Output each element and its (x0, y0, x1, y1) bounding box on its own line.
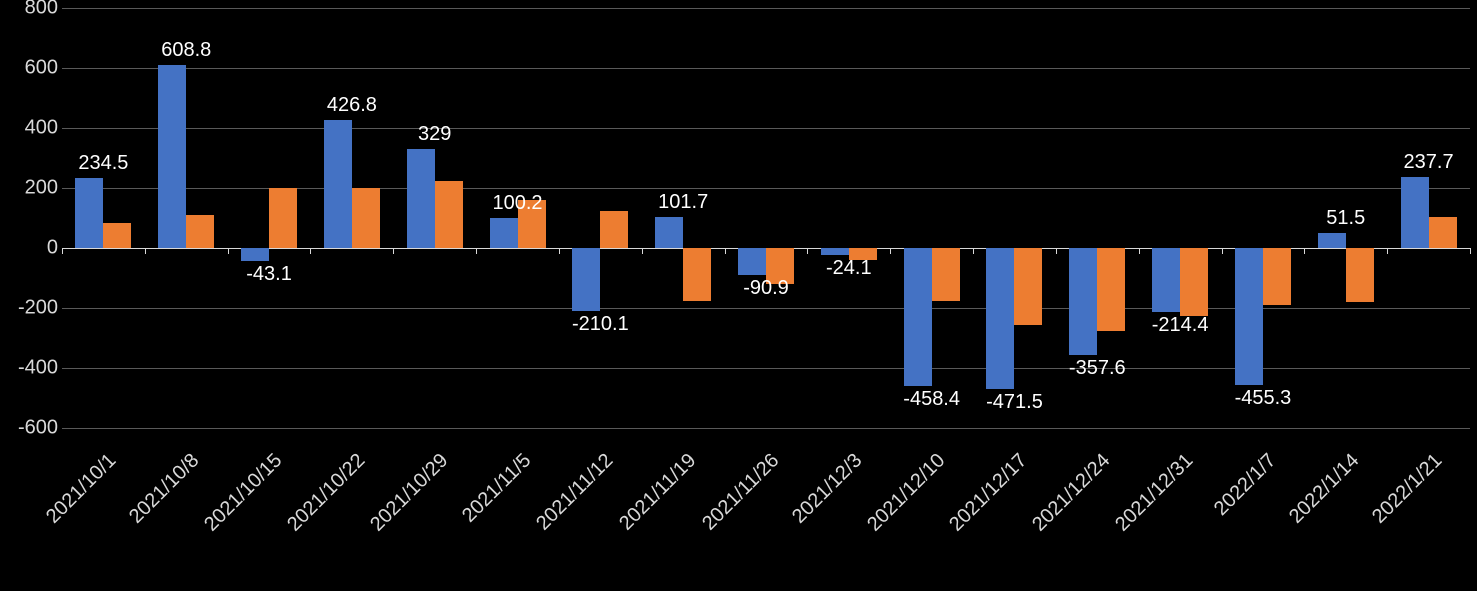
bar-series-b (1097, 248, 1125, 331)
bar-series-a (821, 248, 849, 255)
bar-series-a (572, 248, 600, 311)
x-tick-mark (310, 248, 311, 254)
data-label: 426.8 (327, 94, 377, 117)
x-tick-mark (725, 248, 726, 254)
y-tick-label: 600 (25, 57, 58, 80)
gridline (62, 68, 1470, 69)
gridline (62, 128, 1470, 129)
data-label: -455.3 (1235, 387, 1292, 410)
data-label: -210.1 (572, 313, 629, 336)
bar-series-b (932, 248, 960, 301)
bar-series-a (904, 248, 932, 386)
bar-series-a (490, 218, 518, 248)
y-tick-label: -400 (18, 357, 58, 380)
bar-series-b (1263, 248, 1291, 305)
data-label: 329 (418, 123, 451, 146)
x-tick-mark (559, 248, 560, 254)
bar-series-a (1401, 177, 1429, 248)
bar-series-a (986, 248, 1014, 389)
data-label: 234.5 (78, 152, 128, 175)
y-tick-label: -200 (18, 297, 58, 320)
data-label: -357.6 (1069, 357, 1126, 380)
bar-series-a (1235, 248, 1263, 385)
x-tick-mark (1304, 248, 1305, 254)
bar-series-b (435, 181, 463, 249)
x-tick-mark (642, 248, 643, 254)
bar-series-a (1152, 248, 1180, 312)
bar-chart: -600 -400 -200 0 200 400 600 800 234.5 608.8 -43.… (0, 0, 1477, 591)
x-tick-mark (1222, 248, 1223, 254)
y-tick-label: 800 (25, 0, 58, 20)
data-label: 51.5 (1326, 207, 1365, 230)
data-label: 237.7 (1404, 151, 1454, 174)
bar-series-b (1180, 248, 1208, 316)
data-label: -43.1 (246, 263, 292, 286)
data-label: -24.1 (826, 257, 872, 280)
bar-series-a (655, 217, 683, 248)
bar-series-b (186, 215, 214, 248)
bar-series-b (103, 223, 131, 249)
bar-series-a (241, 248, 269, 261)
data-label: -458.4 (903, 388, 960, 411)
x-tick-mark (476, 248, 477, 254)
bar-series-a (75, 178, 103, 248)
gridline (62, 428, 1470, 429)
x-tick-mark (393, 248, 394, 254)
bar-series-a (407, 149, 435, 248)
x-tick-mark (890, 248, 891, 254)
x-tick-mark (1470, 248, 1471, 254)
bar-series-a (1069, 248, 1097, 355)
y-tick-label: 200 (25, 177, 58, 200)
x-tick-mark (1056, 248, 1057, 254)
data-label: 608.8 (161, 39, 211, 62)
x-tick-mark (1387, 248, 1388, 254)
y-tick-label: 0 (47, 237, 58, 260)
x-tick-mark (973, 248, 974, 254)
data-label: -214.4 (1152, 314, 1209, 337)
data-label: 101.7 (658, 191, 708, 214)
data-label: -471.5 (986, 391, 1043, 414)
y-tick-label: -600 (18, 417, 58, 440)
x-tick-mark (228, 248, 229, 254)
gridline (62, 8, 1470, 9)
x-tick-mark (145, 248, 146, 254)
bar-series-a (158, 65, 186, 248)
bar-series-a (324, 120, 352, 248)
x-tick-mark (807, 248, 808, 254)
x-tick-mark (62, 248, 63, 254)
data-label: 100.2 (492, 192, 542, 215)
bar-series-b (1429, 217, 1457, 249)
bar-series-b (1014, 248, 1042, 325)
y-tick-label: 400 (25, 117, 58, 140)
plot-area: 234.5 608.8 -43.1 426.8 329 100.2 -210.1 101.7 -… (62, 8, 1470, 428)
bar-series-b (352, 188, 380, 248)
bar-series-a (1318, 233, 1346, 248)
bar-series-b (600, 211, 628, 249)
data-label: -90.9 (743, 277, 789, 300)
x-tick-mark (1139, 248, 1140, 254)
bar-series-a (738, 248, 766, 275)
bar-series-b (269, 188, 297, 248)
bar-series-b (683, 248, 711, 301)
bar-series-b (1346, 248, 1374, 302)
